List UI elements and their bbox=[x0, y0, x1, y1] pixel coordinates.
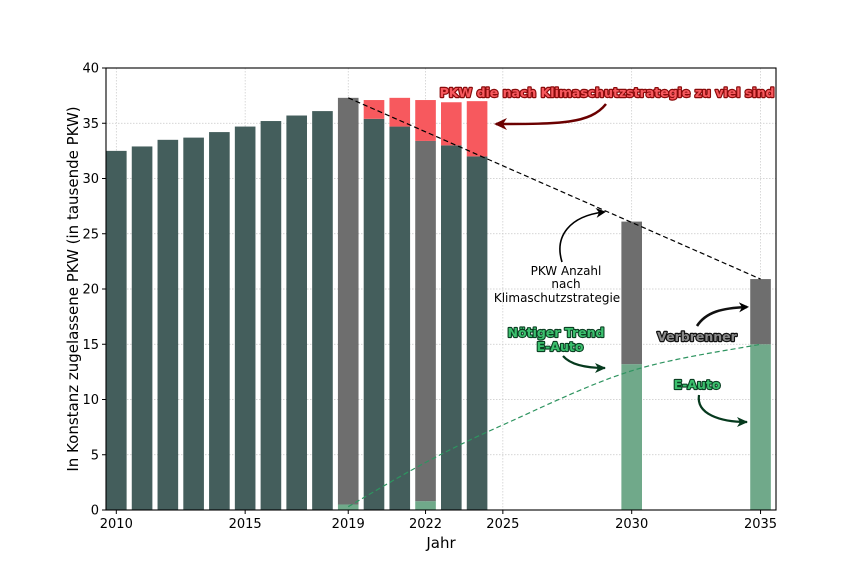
bar-verbrenner-2035 bbox=[750, 279, 771, 345]
arrow-strategy bbox=[559, 207, 606, 263]
x-tick-label: 2010 bbox=[100, 517, 133, 532]
annotation-strategy-1: PKW Anzahl bbox=[531, 264, 602, 278]
annotation-verbrenner: Verbrenner bbox=[657, 329, 737, 344]
y-tick-label: 35 bbox=[82, 117, 99, 132]
y-tick-label: 10 bbox=[82, 393, 99, 408]
bar-verbrenner-2022 bbox=[415, 140, 436, 502]
arrow-zuviel bbox=[494, 103, 607, 130]
bar-zuviel-2023 bbox=[441, 102, 462, 146]
y-tick-label: 0 bbox=[91, 504, 99, 519]
bar-eauto-2022 bbox=[415, 501, 436, 510]
y-tick-label: 15 bbox=[82, 338, 99, 353]
bar-bestand-2023 bbox=[441, 145, 462, 510]
bar-bestand-2016 bbox=[260, 121, 282, 510]
x-tick-label: 2019 bbox=[332, 517, 365, 532]
bars bbox=[106, 97, 771, 511]
x-tick-label: 2022 bbox=[409, 517, 442, 532]
bar-eauto-2035 bbox=[750, 344, 771, 510]
x-tick-label: 2015 bbox=[229, 517, 262, 532]
y-tick-label: 20 bbox=[82, 283, 99, 298]
lines bbox=[347, 97, 761, 508]
bar-bestand-2018 bbox=[312, 111, 333, 510]
strategy-line bbox=[347, 97, 761, 280]
y-axis-label: In Konstanz zugelassene PKW (in tausende… bbox=[64, 106, 82, 471]
bar-zuviel-2022 bbox=[415, 100, 436, 141]
arrow-eauto bbox=[697, 394, 748, 427]
x-tick-label: 2025 bbox=[486, 517, 519, 532]
y-tick-label: 30 bbox=[82, 172, 99, 187]
bar-bestand-2020 bbox=[363, 118, 385, 510]
bar-bestand-2017 bbox=[286, 115, 307, 510]
annotation-eauto: E-Auto bbox=[674, 377, 721, 392]
bar-bestand-2011 bbox=[131, 146, 153, 510]
y-tick-label: 25 bbox=[82, 227, 99, 242]
annotation-strategy-2: nach bbox=[551, 277, 580, 291]
arrow-verbrenner bbox=[695, 302, 749, 327]
y-tick-label: 40 bbox=[82, 62, 99, 77]
bar-bestand-2010 bbox=[106, 150, 127, 510]
y-tick-label: 5 bbox=[91, 448, 99, 463]
trend-curve bbox=[347, 343, 761, 508]
annotation-trend-2: E-Auto bbox=[537, 339, 584, 354]
annotation-trend-1: Nötiger Trend bbox=[508, 325, 605, 340]
annotation-strategy-3: Klimaschutzstrategie bbox=[494, 291, 620, 305]
bar-eauto-2019 bbox=[337, 504, 359, 510]
bar-bestand-2024 bbox=[466, 156, 488, 510]
bar-zuviel-2021 bbox=[389, 97, 411, 127]
bar-bestand-2021 bbox=[389, 126, 411, 510]
x-tick-label: 2035 bbox=[744, 517, 777, 532]
bar-bestand-2012 bbox=[157, 139, 179, 510]
bar-eauto-2030 bbox=[621, 364, 642, 510]
bar-verbrenner-2019 bbox=[337, 97, 359, 505]
x-tick-label: 2030 bbox=[615, 517, 648, 532]
bar-verbrenner-2030 bbox=[621, 221, 642, 365]
bar-bestand-2015 bbox=[234, 126, 256, 510]
bar-bestand-2013 bbox=[183, 137, 204, 511]
bar-bestand-2014 bbox=[209, 132, 230, 510]
x-axis-label: Jahr bbox=[425, 534, 456, 552]
bar-zuviel-2024 bbox=[466, 101, 488, 157]
annotation-zuviel: PKW die nach Klimaschutzstrategie zu vie… bbox=[440, 85, 775, 100]
arrow-trend bbox=[562, 355, 606, 373]
